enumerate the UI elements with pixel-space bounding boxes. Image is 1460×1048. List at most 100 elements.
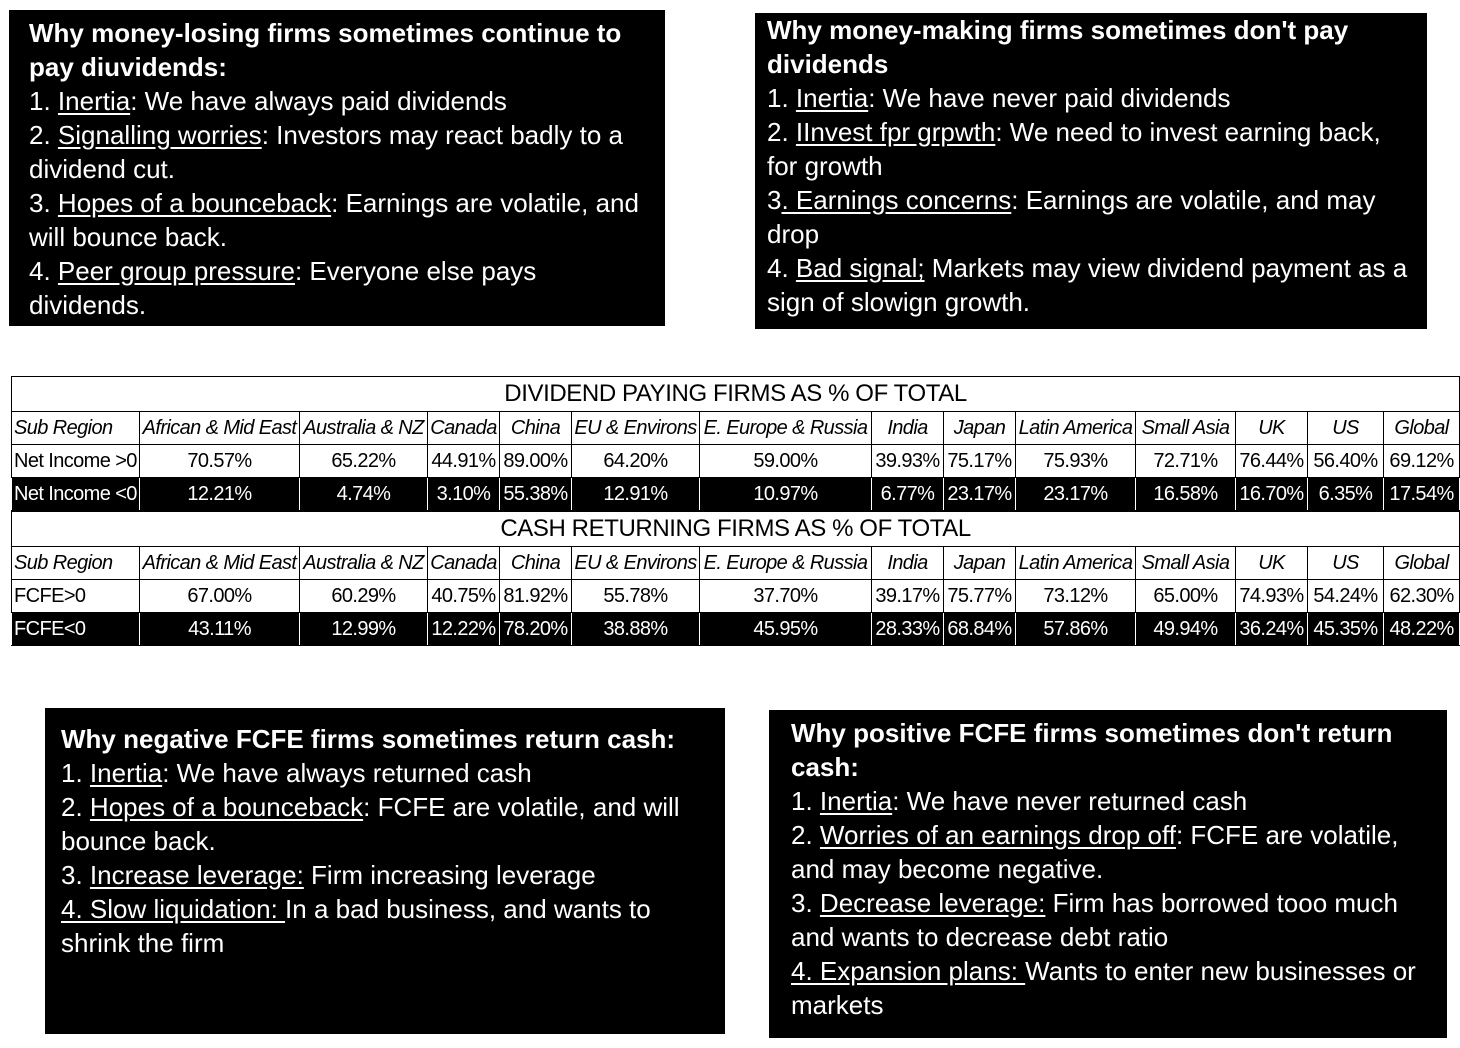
table-cell: 44.91% [427, 444, 500, 478]
table-cell: 23.17% [1015, 477, 1136, 511]
table-cell: India [871, 411, 944, 445]
list-item: 3. Increase leverage: Firm increasing le… [61, 860, 596, 890]
table-row: Net Income >0 70.57% 65.22% 44.91% 89.00% 64.… [11, 444, 1460, 478]
table-cell: 65.00% [1135, 579, 1236, 613]
table-cell: E. Europe & Russia [699, 546, 872, 580]
table-cell: Japan [943, 546, 1016, 580]
table-cell: 60.29% [299, 579, 428, 613]
list-item: 4. Expansion plans: Wants to enter new b… [791, 956, 1416, 1020]
table-cell: 12.99% [299, 612, 428, 646]
list-item: 4. Bad signal; Markets may view dividend… [767, 253, 1408, 317]
table-cell: 56.40% [1307, 444, 1384, 478]
table-cell: 74.93% [1235, 579, 1308, 613]
row-label-cell: FCFE>0 [11, 579, 140, 613]
table-cell: 75.93% [1015, 444, 1136, 478]
table-cell: 6.35% [1307, 477, 1384, 511]
table-cell: UK [1235, 546, 1308, 580]
table-cell: Latin America [1015, 546, 1136, 580]
row-label-cell: Sub Region [11, 546, 140, 580]
table-cell: 28.33% [871, 612, 944, 646]
table-cell: 39.93% [871, 444, 944, 478]
table-cell: 59.00% [699, 444, 872, 478]
table-cell: 54.24% [1307, 579, 1384, 613]
table-cell: 16.70% [1235, 477, 1308, 511]
table-cell: 73.12% [1015, 579, 1136, 613]
table-cell: 55.38% [499, 477, 572, 511]
table-cell: 75.77% [943, 579, 1016, 613]
table-cell: 55.78% [571, 579, 700, 613]
money-losing-firms-box: Why money-losing firms sometimes continu… [9, 10, 665, 326]
table-cell: African & Mid East [139, 411, 300, 445]
table-cell: 10.97% [699, 477, 872, 511]
table-cell: 81.92% [499, 579, 572, 613]
table-cell: 39.17% [871, 579, 944, 613]
row-label-cell: Net Income <0 [11, 477, 140, 511]
table-cell: Latin America [1015, 411, 1136, 445]
table-cell: 89.00% [499, 444, 572, 478]
table-header-row: Sub Region African & Mid East Australia & … [11, 411, 1460, 445]
table-cell: UK [1235, 411, 1308, 445]
list-item: 3. Earnings concerns: Earnings are volat… [767, 185, 1376, 249]
table-cell: 38.88% [571, 612, 700, 646]
table-cell: E. Europe & Russia [699, 411, 872, 445]
table-cell: 48.22% [1382, 612, 1460, 646]
money-making-firms-box: Why money-making firms sometimes don't p… [755, 13, 1427, 329]
table-cell: 78.20% [499, 612, 572, 646]
table-cell: 68.84% [943, 612, 1016, 646]
table-row: FCFE<0 43.11% 12.99% 12.22% 78.20% 38.88% 45.9… [11, 612, 1460, 646]
list-item: 1. Inertia: We have never paid dividends [767, 83, 1231, 113]
table-cell: EU & Environs [571, 546, 700, 580]
table-cell: 23.17% [943, 477, 1016, 511]
table-cell: 70.57% [139, 444, 300, 478]
table-cell: 12.21% [139, 477, 300, 511]
table-cell: 75.17% [943, 444, 1016, 478]
list-item: 3. Decrease leverage: Firm has borrowed … [791, 888, 1398, 952]
table-cell: 76.44% [1235, 444, 1308, 478]
table-cell: Small Asia [1135, 546, 1236, 580]
table-cell: India [871, 546, 944, 580]
list-item: 1. Inertia: We have always paid dividend… [29, 86, 507, 116]
table-caption: CASH RETURNING FIRMS AS % OF TOTAL [10, 511, 1460, 547]
table-cell: 12.22% [427, 612, 500, 646]
table-cell: Global [1382, 411, 1460, 445]
table-cell: 62.30% [1382, 579, 1460, 613]
table-row: Net Income <0 12.21% 4.74% 3.10% 55.38% 12.91… [11, 477, 1460, 511]
table-header-row: Sub Region African & Mid East Australia & … [11, 546, 1460, 580]
list-item: 2. Worries of an earnings drop off: FCFE… [791, 820, 1399, 884]
list-item: 3. Hopes of a bounceback: Earnings are v… [29, 188, 639, 252]
table-cell: 72.71% [1135, 444, 1236, 478]
table-cell: 49.94% [1135, 612, 1236, 646]
firms-tables: DIVIDEND PAYING FIRMS AS % OF TOTAL Sub … [10, 376, 1460, 646]
list-item: 2. Signalling worries: Investors may rea… [29, 120, 623, 184]
table-cell: 43.11% [139, 612, 300, 646]
list-item: 1. Inertia: We have never returned cash [791, 786, 1248, 816]
table-cell: 69.12% [1382, 444, 1460, 478]
table-cell: 3.10% [427, 477, 500, 511]
table-cell: African & Mid East [139, 546, 300, 580]
table-cell: 40.75% [427, 579, 500, 613]
table-cell: 64.20% [571, 444, 700, 478]
cash-returning-table: CASH RETURNING FIRMS AS % OF TOTAL Sub R… [10, 511, 1460, 646]
table-cell: 36.24% [1235, 612, 1308, 646]
table-cell: Australia & NZ [299, 411, 428, 445]
table-cell: US [1307, 546, 1384, 580]
table-cell: Canada [427, 411, 500, 445]
table-cell: EU & Environs [571, 411, 700, 445]
table-cell: 45.95% [699, 612, 872, 646]
box-title: Why positive FCFE firms sometimes don't … [791, 718, 1393, 782]
table-cell: Australia & NZ [299, 546, 428, 580]
table-cell: Japan [943, 411, 1016, 445]
negative-fcfe-firms-box: Why negative FCFE firms sometimes return… [45, 708, 725, 1034]
row-label-cell: FCFE<0 [11, 612, 140, 646]
list-item: 4. Peer group pressure: Everyone else pa… [29, 256, 537, 320]
table-cell: 37.70% [699, 579, 872, 613]
list-item: 4. Slow liquidation: In a bad business, … [61, 894, 651, 958]
table-cell: Canada [427, 546, 500, 580]
box-title: Why money-making firms sometimes don't p… [767, 15, 1349, 79]
table-cell: 4.74% [299, 477, 428, 511]
list-item: 2. Hopes of a bounceback: FCFE are volat… [61, 792, 680, 856]
table-cell: 65.22% [299, 444, 428, 478]
table-cell: 57.86% [1015, 612, 1136, 646]
box-title: Why negative FCFE firms sometimes return… [61, 724, 676, 754]
table-caption: DIVIDEND PAYING FIRMS AS % OF TOTAL [10, 376, 1460, 412]
